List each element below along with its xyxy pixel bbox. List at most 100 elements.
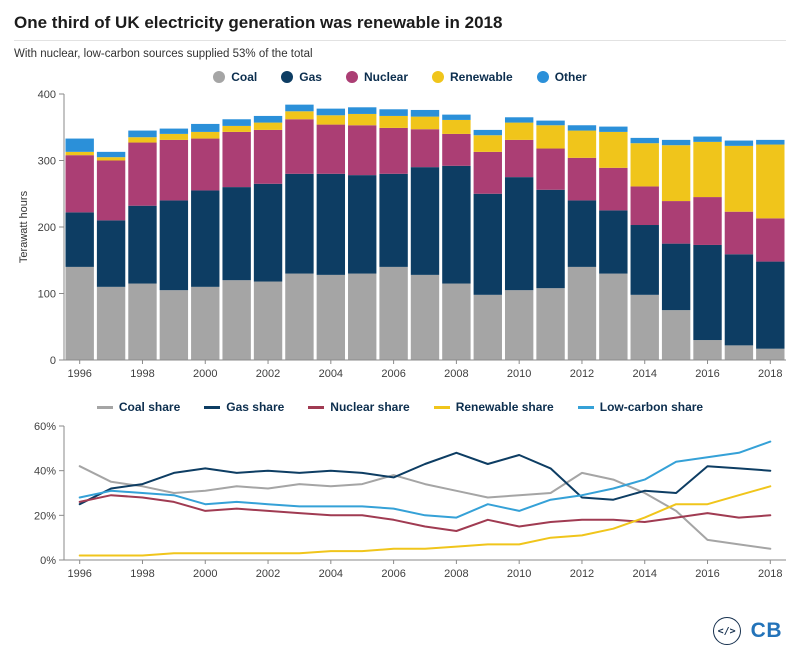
bar-segment-gas <box>410 167 440 276</box>
bar-segment-coal <box>724 345 754 361</box>
bar-segment-nuclear <box>661 201 691 244</box>
legend-dot-swatch <box>345 71 358 84</box>
bar-segment-other <box>96 152 126 158</box>
bar-segment-coal <box>756 348 785 361</box>
bar-segment-nuclear <box>536 148 565 191</box>
bar-segment-nuclear <box>693 197 722 246</box>
bar-segment-nuclear <box>442 134 471 167</box>
y-axis-title: Terawatt hours <box>18 191 30 264</box>
bar-segment-renewable <box>599 132 628 169</box>
bar-segment-other <box>128 130 157 138</box>
footer: </> CB <box>712 617 782 645</box>
bar-segment-nuclear <box>348 125 377 176</box>
bar-segment-other <box>442 114 471 121</box>
x-tick-label: 1996 <box>67 368 91 380</box>
legend-item-low-carbon-share[interactable]: Low-carbon share <box>577 400 704 415</box>
x-tick-label: 2002 <box>256 568 280 580</box>
bar-segment-gas <box>285 174 314 274</box>
bar-segment-nuclear <box>379 128 408 175</box>
bar-segment-coal <box>65 267 94 361</box>
line-series-low-carbon-share <box>78 440 772 519</box>
carbon-brief-logo[interactable]: CB <box>750 619 782 642</box>
legend-item-gas-share[interactable]: Gas share <box>204 400 284 414</box>
bar-segment-coal <box>191 287 220 361</box>
x-tick-label: 2006 <box>381 368 405 380</box>
legend-label: Nuclear <box>363 70 408 85</box>
bar-segment-coal <box>536 288 565 361</box>
legend-item-renewable-share[interactable]: Renewable share <box>433 400 554 414</box>
bar-segment-coal <box>316 275 346 361</box>
bar-segment-gas <box>253 184 283 282</box>
bar-segment-nuclear <box>724 211 754 255</box>
legend-item-other[interactable]: Other <box>536 70 587 85</box>
bar-segment-renewable <box>159 134 189 141</box>
bar-segment-coal <box>96 287 126 361</box>
bar-segment-renewable <box>191 132 220 139</box>
bar-segment-nuclear <box>222 132 251 188</box>
bar-segment-gas <box>473 194 502 296</box>
x-tick-label: 2000 <box>193 568 217 580</box>
bar-segment-nuclear <box>65 155 94 213</box>
bar-segment-gas <box>348 175 377 274</box>
legend-item-nuclear[interactable]: Nuclear <box>345 70 408 85</box>
bar-segment-coal <box>222 280 251 361</box>
legend-line-swatch <box>308 405 325 409</box>
legend-item-nuclear-share[interactable]: Nuclear share <box>308 400 410 415</box>
bar-segment-gas <box>630 225 659 296</box>
legend-dot-swatch <box>213 71 226 84</box>
y-tick-label: 20% <box>34 511 56 523</box>
legend-item-coal-share[interactable]: Coal share <box>96 400 181 415</box>
legend-item-gas[interactable]: Gas <box>281 70 322 84</box>
bar-segment-coal <box>504 290 534 361</box>
y-tick-label: 300 <box>38 156 56 168</box>
bar-segment-renewable <box>253 122 283 131</box>
legend-dot-swatch <box>536 71 549 84</box>
x-tick-label: 2018 <box>758 568 782 580</box>
bar-segment-renewable <box>222 126 251 133</box>
legend-item-renewable[interactable]: Renewable <box>432 70 513 84</box>
bar-segment-nuclear <box>410 129 440 168</box>
bar-segment-nuclear <box>316 124 346 175</box>
bar-segment-other <box>599 126 628 133</box>
bar-segment-other <box>567 125 597 131</box>
legend-item-coal[interactable]: Coal <box>213 70 257 84</box>
x-tick-label: 1996 <box>67 568 91 580</box>
legend-line-swatch <box>433 405 450 409</box>
legend-label: Nuclear share <box>330 400 410 415</box>
bar-segment-nuclear <box>599 168 628 211</box>
legend-label: Other <box>554 70 587 85</box>
legend-label: Coal <box>231 70 258 85</box>
bar-segment-coal <box>410 275 440 361</box>
bar-segment-renewable <box>756 144 785 219</box>
x-tick-label: 2016 <box>695 368 719 380</box>
bar-segment-other <box>253 116 283 123</box>
page-subtitle: With nuclear, low-carbon sources supplie… <box>14 48 313 61</box>
x-tick-label: 2004 <box>319 368 343 380</box>
x-tick-label: 2018 <box>758 368 782 380</box>
stacked-bar-chart: 0 100 200 300 400 1996 1998 2000 2002 2004 2006 200… <box>18 89 786 380</box>
legend-label: Coal share <box>118 400 181 415</box>
bar-segment-coal <box>159 290 189 361</box>
legend-label: Low-carbon share <box>599 400 704 415</box>
bar-segment-coal <box>599 273 628 361</box>
bar-segment-renewable <box>693 142 722 198</box>
legend-line-swatch <box>204 405 221 409</box>
x-tick-label: 2008 <box>444 568 468 580</box>
bar-segment-renewable <box>473 135 502 153</box>
bar-segment-coal <box>693 340 722 361</box>
x-tick-label: 1998 <box>130 368 154 380</box>
y-tick-label: 60% <box>34 421 56 433</box>
bar-segment-nuclear <box>96 160 126 221</box>
bar-segment-other <box>348 107 377 115</box>
bar-segment-coal <box>285 273 314 361</box>
x-tick-label: 2006 <box>381 568 405 580</box>
embed-code-icon[interactable]: </> <box>712 617 741 645</box>
bar-segment-nuclear <box>191 138 220 191</box>
bar-segment-other <box>504 117 534 123</box>
legend-line-swatch <box>577 405 594 409</box>
bar-segment-gas <box>128 205 157 284</box>
x-tick-label: 2012 <box>570 568 594 580</box>
bar-segment-renewable <box>316 115 346 125</box>
share-line-chart: 0% 20% 40% 60% 1996 1998 2000 2002 2004 2006 2008 2… <box>34 421 786 580</box>
